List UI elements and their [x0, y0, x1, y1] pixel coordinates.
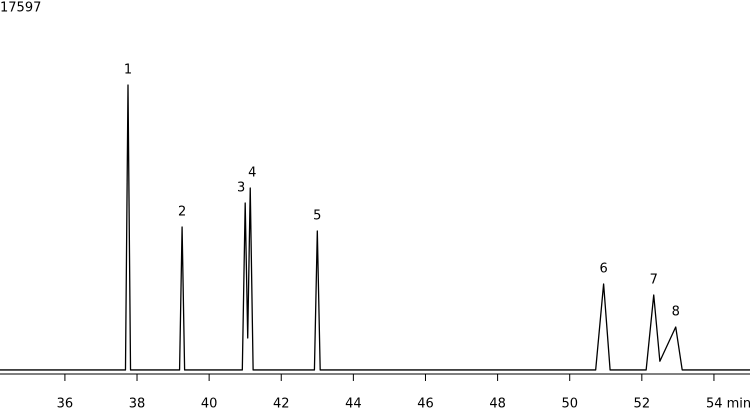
x-tick-label: 36	[57, 397, 74, 410]
peak-label: 1	[124, 62, 132, 77]
peak-label: 6	[599, 261, 607, 276]
x-tick-label: 42	[273, 397, 290, 410]
x-tick-label: 54 min	[706, 397, 750, 410]
peak-label: 7	[650, 273, 658, 288]
x-tick-label: 48	[489, 397, 506, 410]
peak-label: 4	[248, 165, 256, 180]
x-tick-label: 44	[345, 397, 362, 410]
peak-label: 5	[313, 208, 321, 223]
trace	[0, 84, 750, 371]
peak-label: 3	[237, 180, 245, 195]
peak-label: 2	[178, 204, 186, 219]
peak-label: 8	[672, 305, 680, 320]
x-tick-label: 46	[417, 397, 434, 410]
x-tick-label: 40	[201, 397, 218, 410]
x-tick-label: 38	[129, 397, 146, 410]
y-tick-label: 17597	[0, 1, 41, 16]
x-tick-label: 50	[561, 397, 578, 410]
x-tick-label: 52	[634, 397, 651, 410]
